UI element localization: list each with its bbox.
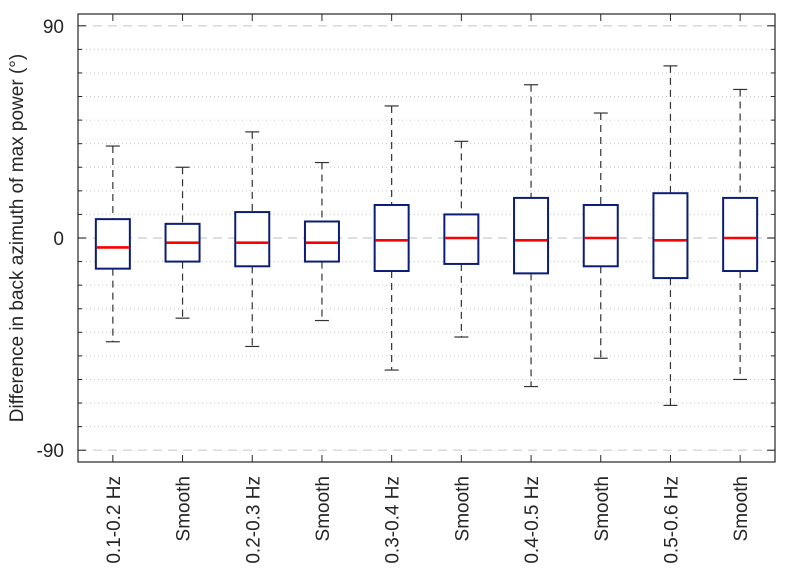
box-item	[373, 105, 410, 371]
y-axis-label: Difference in back azimuth of max power …	[7, 54, 28, 422]
box-item	[513, 84, 550, 388]
box-item	[94, 145, 131, 343]
box-iqr	[722, 196, 759, 273]
axis-ticks	[78, 14, 775, 462]
box-iqr	[234, 211, 271, 268]
box-item	[582, 112, 619, 359]
box-item	[234, 131, 271, 348]
x-tick-labels: 0.1-0.2 Hz Smooth 0.2-0.3 Hz Smooth 0.3-0.4 …	[104, 476, 752, 564]
box-item	[164, 166, 201, 319]
box-item	[722, 88, 759, 381]
box-item	[652, 65, 689, 407]
x-tick-label: 0.2-0.3 Hz	[243, 476, 264, 564]
x-tick-label: Smooth	[313, 476, 334, 541]
y-tick-label: 0	[53, 229, 64, 250]
x-tick-label: 0.3-0.4 Hz	[383, 476, 404, 564]
x-tick-label: Smooth	[174, 476, 195, 541]
x-tick-label: 0.5-0.6 Hz	[661, 476, 682, 564]
box-iqr	[652, 192, 689, 280]
box-item	[303, 161, 340, 322]
box-iqr	[373, 203, 410, 273]
x-tick-label: Smooth	[452, 476, 473, 541]
box-series	[94, 65, 759, 407]
box-iqr	[513, 196, 550, 275]
y-tick-label: -90	[37, 441, 64, 462]
x-tick-label: 0.1-0.2 Hz	[104, 476, 125, 564]
x-tick-label: 0.4-0.5 Hz	[522, 476, 543, 564]
box-item	[443, 140, 480, 338]
box-iqr	[94, 218, 131, 270]
grid-lines	[78, 25, 775, 451]
box-iqr	[582, 203, 619, 268]
y-tick-label: 90	[43, 17, 64, 38]
y-tick-labels: -90 0 90	[37, 17, 64, 462]
x-tick-label: Smooth	[731, 476, 752, 541]
x-tick-label: Smooth	[592, 476, 613, 541]
